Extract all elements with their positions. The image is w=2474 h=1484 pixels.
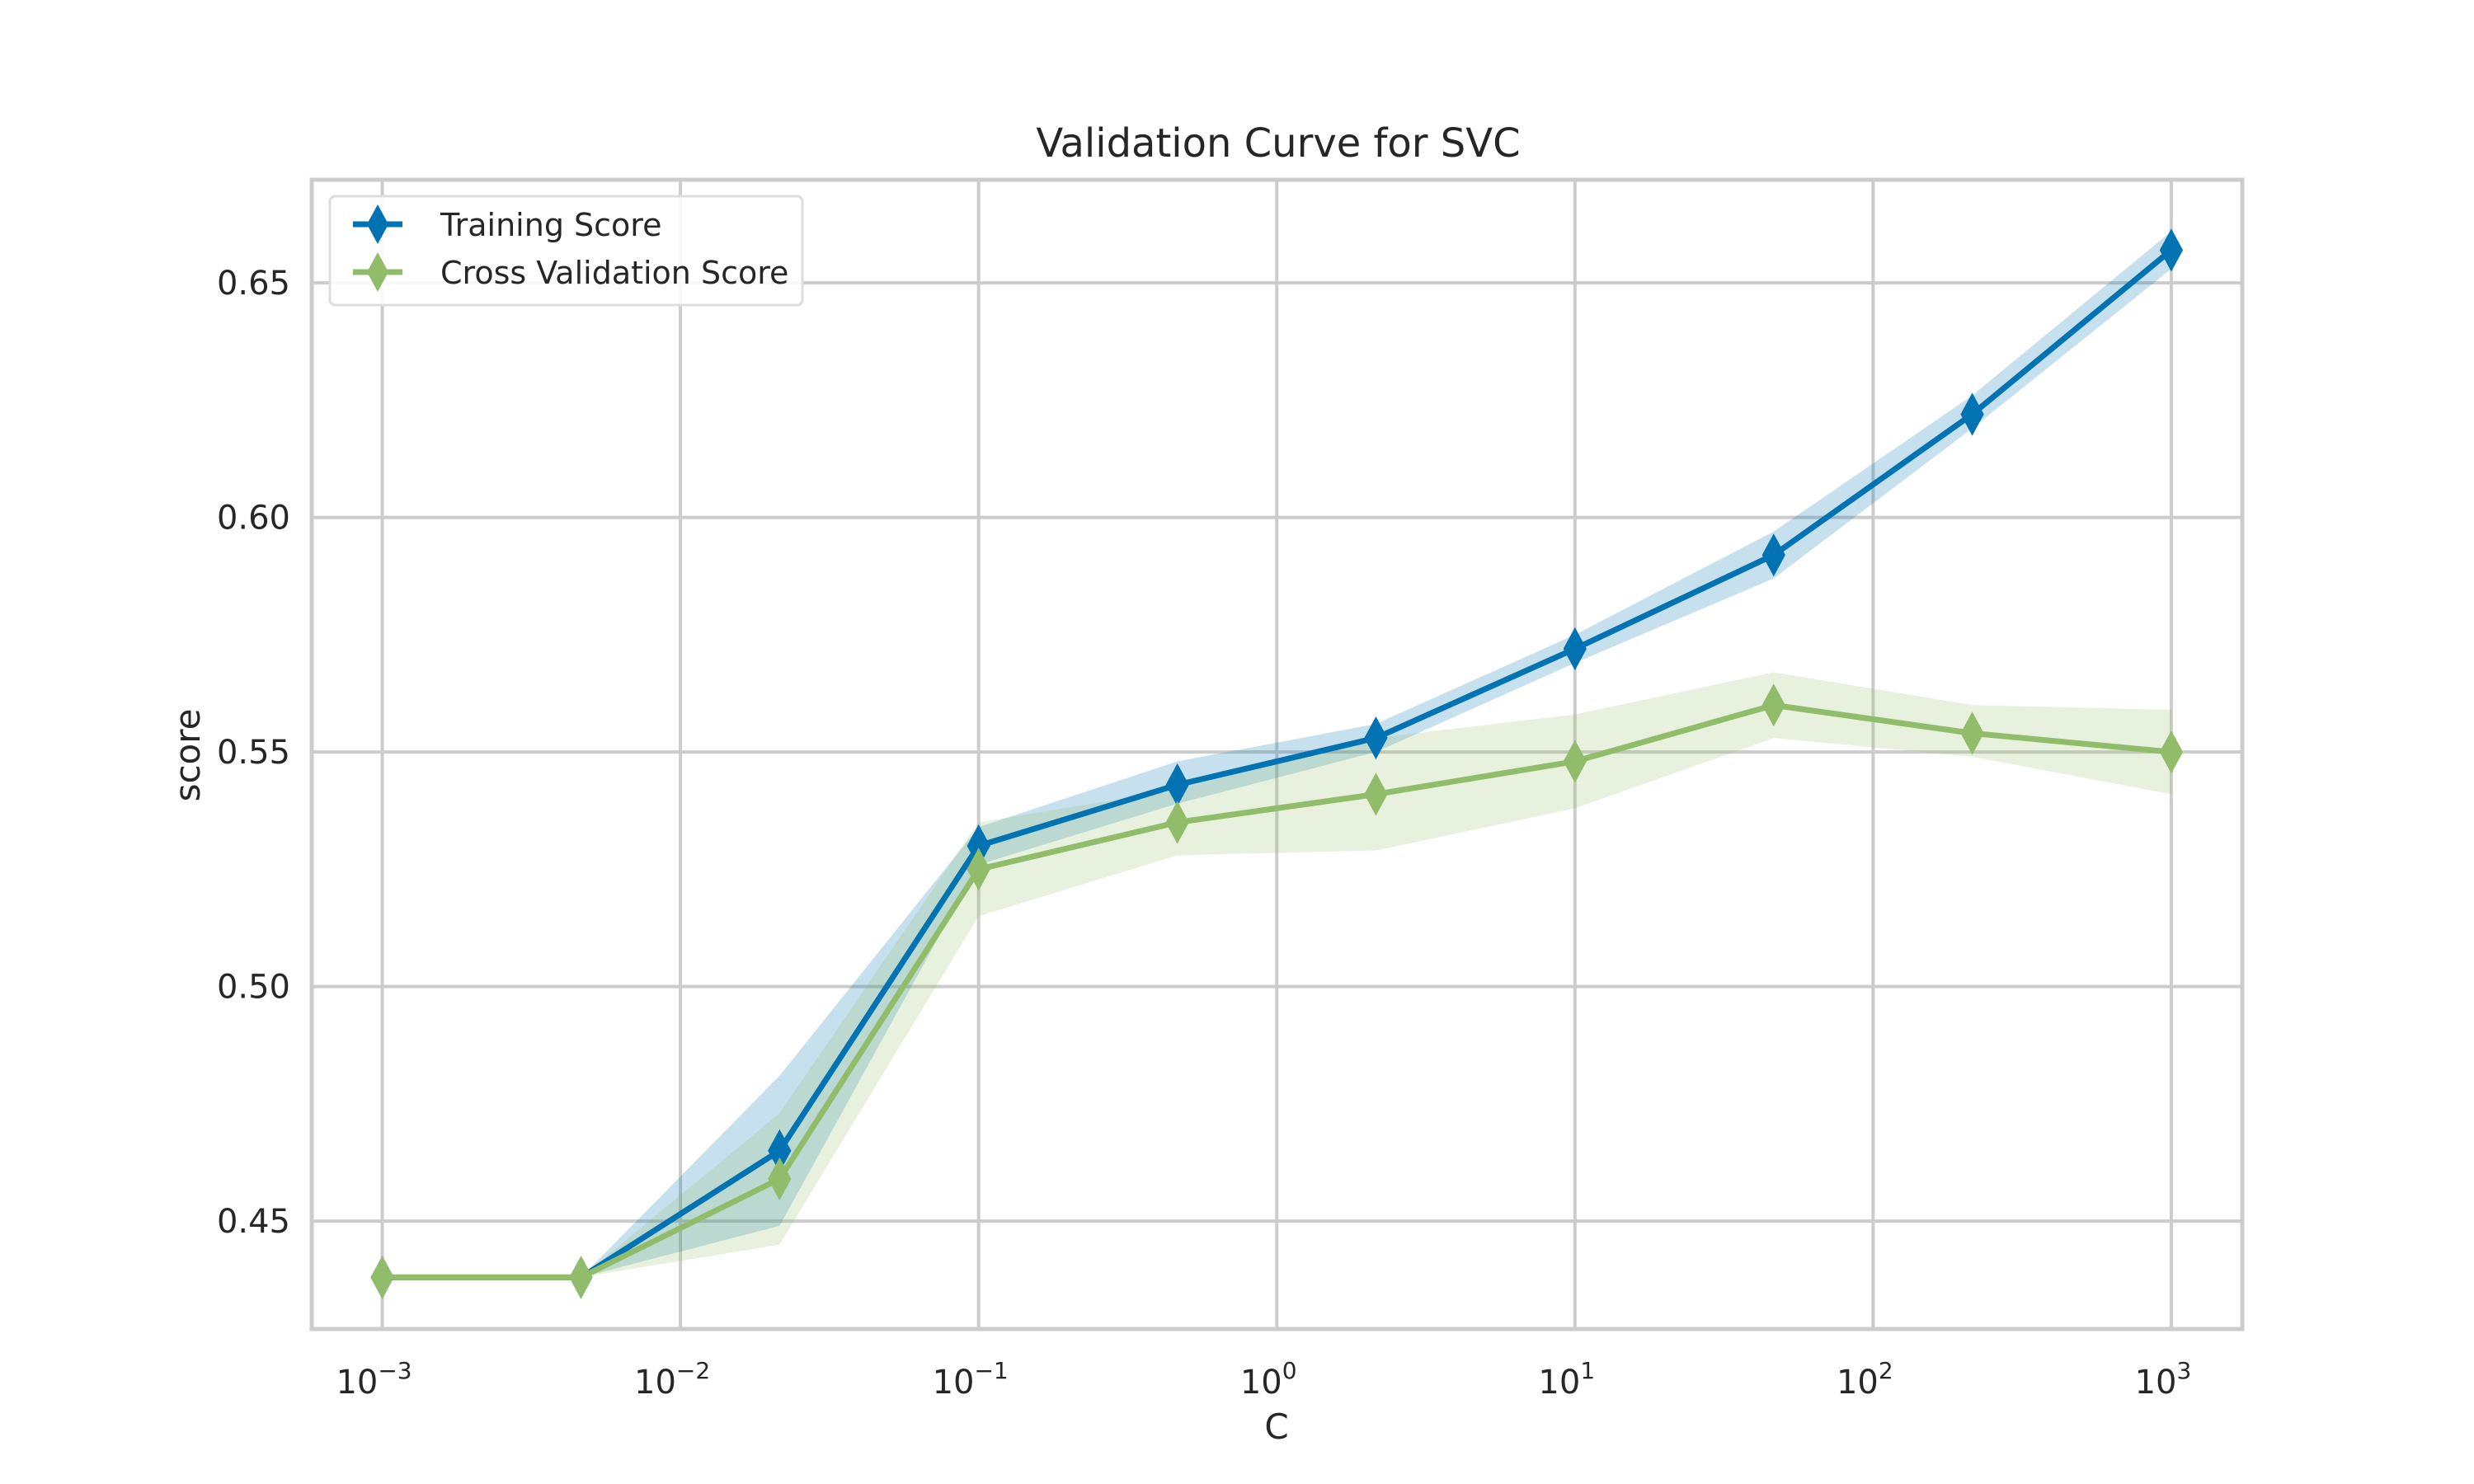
x-tick-label: 10−3: [336, 1357, 412, 1402]
training-score-legend-marker: [367, 204, 388, 244]
y-tick-label: 0.55: [217, 734, 290, 772]
cross-validation-score-legend-marker: [367, 252, 388, 292]
series-markers: [370, 228, 2184, 1299]
cross-validation-score-point: [370, 1256, 394, 1299]
y-axis-label: score: [167, 709, 208, 802]
cross-validation-score-point: [569, 1256, 593, 1299]
error-bands: [382, 231, 2171, 1278]
y-tick-label: 0.65: [217, 265, 290, 303]
x-tick-labels: 10−3 10−2 10−1 100 101 102 103: [336, 1357, 2191, 1402]
training-score-line: [382, 247, 2174, 1280]
cross-validation-score-point: [1364, 773, 1388, 816]
training-score-point: [2159, 228, 2184, 272]
cross-validation-score-band: [382, 672, 2171, 1278]
y-tick-label: 0.45: [217, 1203, 290, 1241]
series-lines: [382, 247, 2174, 1280]
x-tick-label: 100: [1240, 1357, 1297, 1402]
training-score-point: [1761, 533, 1785, 577]
cross-validation-score-line: [382, 702, 2172, 1280]
cross-validation-score-point: [2159, 730, 2184, 774]
x-tick-label: 102: [1837, 1357, 1893, 1402]
cross-validation-score-point: [1761, 683, 1785, 727]
legend: Training Score Cross Validation Score: [328, 195, 804, 307]
cross-validation-score-legend-label: Cross Validation Score: [440, 255, 788, 291]
cross-validation-score-point: [1563, 740, 1587, 783]
training-score-point: [1364, 716, 1388, 760]
training-score-legend-label: Training Score: [440, 207, 661, 243]
x-axis-label: C: [1264, 1407, 1288, 1447]
plot-frame: [309, 177, 2245, 1331]
legend-box: [328, 195, 804, 307]
cross-validation-score-point: [1960, 711, 1984, 755]
x-tick-label: 10−2: [634, 1357, 710, 1402]
cross-validation-score-point: [967, 848, 990, 891]
cross-validation-score-point: [768, 1157, 792, 1201]
x-tick-label: 103: [2135, 1357, 2192, 1402]
training-score-point: [1563, 627, 1587, 671]
y-tick-label: 0.60: [217, 500, 290, 538]
x-tick-label: 10−1: [933, 1357, 1009, 1402]
training-score-point: [1960, 392, 1984, 436]
chart-title: Validation Curve for SVC: [1036, 120, 1520, 167]
y-tick-labels: 0.45 0.50 0.55 0.60 0.65: [217, 265, 290, 1241]
cross-validation-score-point: [1165, 801, 1189, 844]
training-score-band: [382, 231, 2171, 1278]
y-tick-label: 0.50: [217, 969, 290, 1007]
x-tick-label: 101: [1538, 1357, 1595, 1402]
